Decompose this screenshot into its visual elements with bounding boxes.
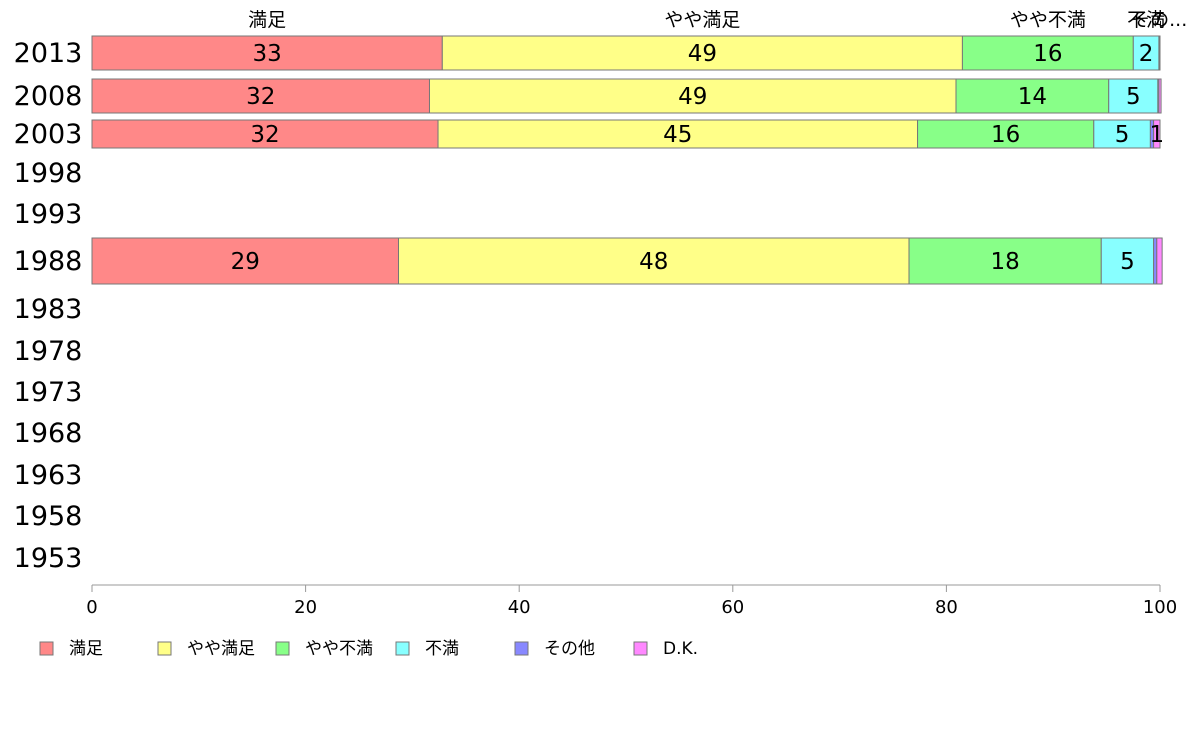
data-label-1988-dissatisfied: 5	[1120, 249, 1135, 275]
year-label-1973: 1973	[14, 377, 83, 408]
year-label-2003: 2003	[14, 119, 83, 150]
data-label-2003-somewhat-dissatisfied: 16	[991, 122, 1020, 148]
x-tick-label-100: 100	[1143, 597, 1177, 618]
year-label-2008: 2008	[14, 81, 83, 112]
legend-label-other: その他	[544, 639, 595, 659]
bar-2008-somewhat-dissatisfied	[955, 78, 1110, 114]
data-label-2008-satisfied: 32	[246, 84, 275, 110]
x-tick-label-20: 20	[294, 597, 317, 618]
legend-swatch-dissatisfied	[395, 641, 410, 656]
top-label-somewhat-satisfied: やや満足	[664, 9, 740, 31]
data-label-2003-dk: 1	[1149, 122, 1164, 148]
legend-swatch-somewhat-dissatisfied	[275, 641, 290, 656]
year-label-1988: 1988	[14, 246, 83, 277]
bar-2013-satisfied	[91, 35, 443, 71]
bar-1988-dk	[1156, 237, 1163, 285]
top-label-satisfied: 満足	[248, 9, 286, 31]
top-label-dissatisfied: 不満	[1127, 9, 1165, 31]
year-label-1993: 1993	[14, 199, 83, 230]
bar-2008-dissatisfied	[1108, 78, 1159, 114]
legend-label-dissatisfied: 不満	[425, 639, 459, 659]
top-label-other: その...	[1131, 9, 1187, 31]
data-label-2008-somewhat-dissatisfied: 14	[1018, 84, 1047, 110]
data-label-2013-somewhat-dissatisfied: 16	[1033, 41, 1062, 67]
data-label-1988-satisfied: 29	[231, 249, 260, 275]
year-label-1953: 1953	[14, 543, 83, 574]
data-label-2013-somewhat-satisfied: 49	[688, 41, 717, 67]
year-label-1978: 1978	[14, 336, 83, 367]
year-label-1998: 1998	[14, 158, 83, 189]
bar-2008-satisfied	[91, 78, 430, 114]
bar-2003-dk	[1153, 119, 1161, 149]
bar-2003-satisfied	[91, 119, 439, 149]
bar-1988-somewhat-satisfied	[398, 237, 910, 285]
top-label-somewhat-dissatisfied: やや不満	[1010, 9, 1086, 31]
x-tick-label-40: 40	[508, 597, 531, 618]
bar-1988-satisfied	[91, 237, 400, 285]
data-label-2013-dissatisfied: 2	[1139, 41, 1154, 67]
legend-label-dk: D.K.	[663, 639, 698, 659]
legend-label-satisfied: 満足	[69, 639, 103, 659]
data-label-2003-satisfied: 32	[250, 122, 279, 148]
x-tick-label-80: 80	[935, 597, 958, 618]
legend-swatch-satisfied	[39, 641, 54, 656]
data-label-1988-somewhat-dissatisfied: 18	[990, 249, 1019, 275]
data-label-2008-somewhat-satisfied: 49	[678, 84, 707, 110]
bar-2003-somewhat-dissatisfied	[917, 119, 1095, 149]
year-label-2013: 2013	[14, 38, 83, 69]
legend-label-somewhat-satisfied: やや満足	[187, 639, 255, 659]
bar-2013-somewhat-dissatisfied	[961, 35, 1134, 71]
bar-2013-somewhat-satisfied	[441, 35, 963, 71]
year-label-1983: 1983	[14, 294, 83, 325]
data-label-2013-satisfied: 33	[253, 41, 282, 67]
x-tick-label-60: 60	[721, 597, 744, 618]
year-label-1968: 1968	[14, 418, 83, 449]
bar-2013-dk	[1158, 35, 1161, 71]
year-label-1958: 1958	[14, 501, 83, 532]
data-label-2003-somewhat-satisfied: 45	[663, 122, 692, 148]
legend-swatch-dk	[633, 641, 648, 656]
bar-2003-dissatisfied	[1093, 119, 1151, 149]
year-label-1963: 1963	[14, 460, 83, 491]
x-tick-label-0: 0	[86, 597, 97, 618]
legend-label-somewhat-dissatisfied: やや不満	[305, 639, 373, 659]
bar-2008-dk	[1158, 78, 1162, 114]
data-label-2003-dissatisfied: 5	[1115, 122, 1130, 148]
legend-swatch-somewhat-satisfied	[157, 641, 172, 656]
legend-swatch-other	[514, 641, 529, 656]
data-label-2008-dissatisfied: 5	[1126, 84, 1141, 110]
bar-2008-somewhat-satisfied	[428, 78, 957, 114]
bar-1988-dissatisfied	[1100, 237, 1155, 285]
data-label-1988-somewhat-satisfied: 48	[639, 249, 668, 275]
bar-1988-somewhat-dissatisfied	[908, 237, 1102, 285]
